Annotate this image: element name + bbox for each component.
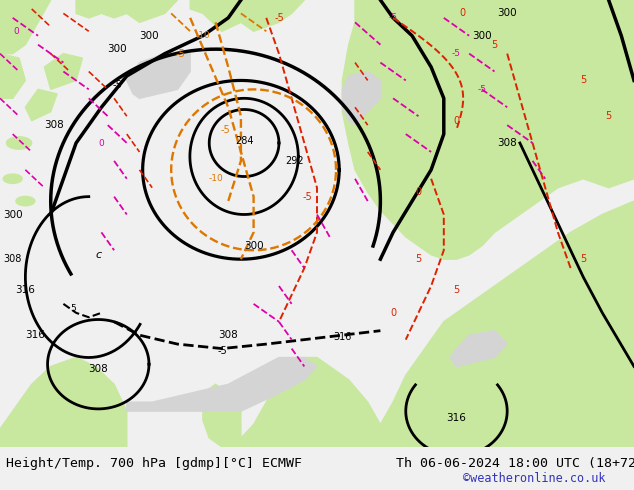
Text: -10: -10 [195, 31, 210, 40]
Text: 0: 0 [390, 308, 396, 318]
Polygon shape [6, 137, 32, 149]
Text: 300: 300 [3, 210, 22, 220]
Text: c: c [95, 250, 101, 260]
Polygon shape [0, 358, 127, 447]
Polygon shape [450, 331, 507, 367]
Text: 5: 5 [580, 75, 586, 85]
Polygon shape [0, 53, 25, 98]
Polygon shape [342, 72, 380, 125]
Polygon shape [76, 0, 178, 23]
Text: 0: 0 [460, 8, 466, 19]
Text: -5: -5 [452, 49, 461, 58]
Polygon shape [241, 358, 380, 447]
Text: Height/Temp. 700 hPa [gdmp][°C] ECMWF: Height/Temp. 700 hPa [gdmp][°C] ECMWF [6, 457, 302, 470]
Text: 308: 308 [88, 364, 108, 374]
Text: 5: 5 [580, 254, 586, 264]
Text: 5: 5 [453, 286, 460, 295]
Text: 316: 316 [446, 413, 467, 423]
Text: -5: -5 [274, 13, 284, 23]
Polygon shape [44, 53, 82, 89]
Polygon shape [16, 196, 35, 206]
Text: 300: 300 [472, 31, 491, 41]
Polygon shape [3, 174, 22, 183]
Text: 5: 5 [70, 304, 76, 313]
Text: -5: -5 [176, 49, 186, 59]
Text: -5: -5 [477, 85, 486, 94]
Text: -5: -5 [217, 346, 227, 356]
Text: 300: 300 [244, 241, 263, 251]
Polygon shape [25, 89, 57, 121]
Text: 284: 284 [235, 136, 254, 146]
Text: -5: -5 [112, 80, 122, 90]
Text: 300: 300 [139, 31, 158, 41]
Text: 0: 0 [13, 27, 19, 36]
Text: ©weatheronline.co.uk: ©weatheronline.co.uk [463, 472, 605, 485]
Text: -5: -5 [220, 124, 230, 135]
Text: 5: 5 [491, 40, 498, 49]
Text: 316: 316 [333, 332, 351, 343]
Text: 308: 308 [218, 330, 238, 340]
Text: 5: 5 [415, 254, 422, 264]
Text: 292: 292 [285, 156, 304, 166]
Text: 316: 316 [15, 286, 36, 295]
Text: -5: -5 [302, 192, 313, 201]
Text: 308: 308 [497, 138, 517, 148]
Text: Th 06-06-2024 18:00 UTC (18+72): Th 06-06-2024 18:00 UTC (18+72) [396, 457, 634, 470]
Text: 0: 0 [98, 139, 105, 147]
Text: 0: 0 [415, 187, 422, 197]
Text: -10: -10 [208, 174, 223, 183]
Text: 5: 5 [605, 111, 612, 121]
Polygon shape [190, 0, 304, 31]
Text: 300: 300 [108, 44, 127, 54]
Polygon shape [127, 53, 190, 98]
Polygon shape [0, 0, 51, 53]
Text: 300: 300 [498, 8, 517, 19]
Text: -5: -5 [389, 13, 398, 23]
Text: 316: 316 [25, 330, 45, 340]
Polygon shape [203, 384, 241, 447]
Text: 0: 0 [453, 116, 460, 125]
Text: 308: 308 [4, 254, 22, 264]
Text: 308: 308 [44, 120, 64, 130]
Polygon shape [127, 358, 317, 411]
Polygon shape [342, 0, 634, 259]
Polygon shape [380, 201, 634, 447]
